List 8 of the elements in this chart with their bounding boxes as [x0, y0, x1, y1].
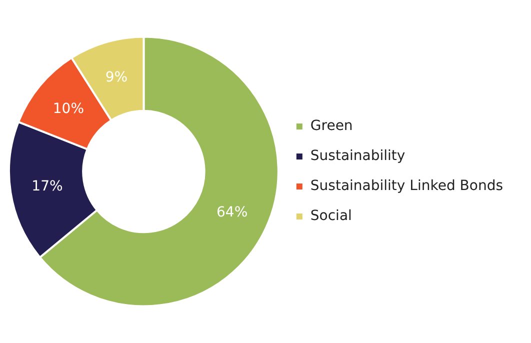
- legend-label: Green: [310, 118, 353, 134]
- data-label: 10%: [52, 100, 84, 117]
- legend-label: Social: [310, 208, 352, 224]
- data-label: 9%: [105, 69, 128, 86]
- data-label: 64%: [216, 204, 248, 221]
- legend-label: Sustainability Linked Bonds: [310, 178, 504, 194]
- data-label: 17%: [32, 178, 63, 194]
- legend-label: Sustainability: [310, 148, 406, 164]
